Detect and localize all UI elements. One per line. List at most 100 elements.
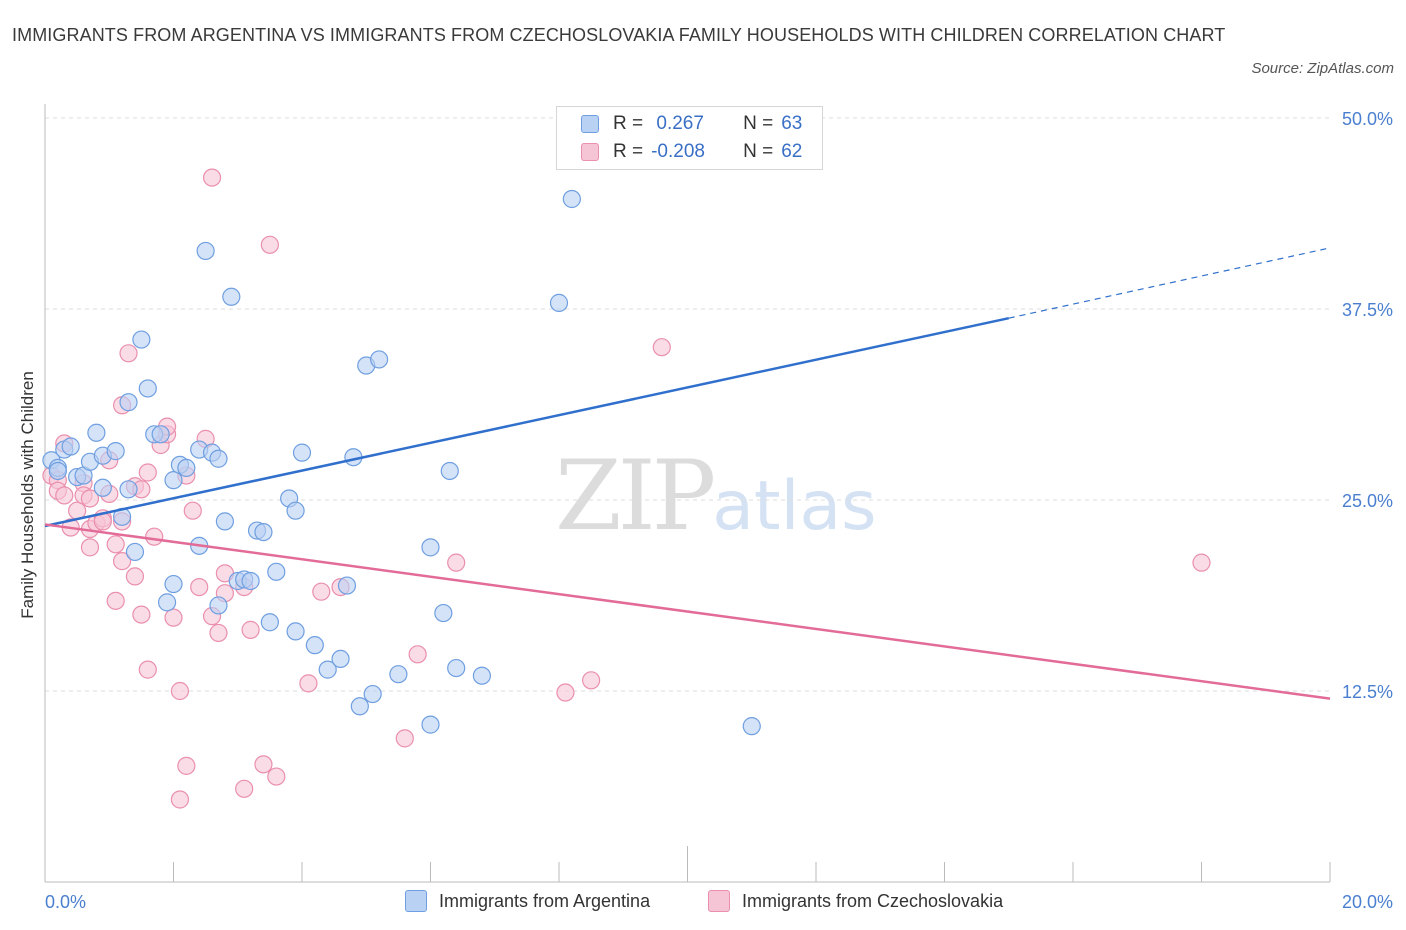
argentina-point: [440, 461, 459, 481]
argentina-trend-line: [44, 316, 1010, 528]
czechoslovakia-point: [80, 538, 100, 557]
argentina-point: [61, 437, 80, 456]
argentina-point: [138, 379, 157, 398]
czechoslovakia-point: [190, 577, 209, 597]
czechoslovakia-point: [1192, 553, 1211, 572]
czechoslovakia-point: [582, 671, 601, 690]
series-argentina-points: [42, 189, 761, 736]
czechoslovakia-point: [138, 660, 157, 679]
grid-lines: [45, 117, 1330, 692]
watermark: ZIPatlas: [555, 440, 877, 552]
czechoslovakia-point: [164, 608, 183, 627]
czechoslovakia-point: [267, 767, 286, 786]
czechoslovakia-point: [209, 623, 228, 643]
czechoslovakia-trend-line: [44, 523, 1331, 700]
legend-swatch-czechoslovakia: [581, 143, 599, 161]
czechoslovakia-point: [170, 681, 190, 701]
legend-n-value: 62: [781, 141, 803, 162]
y-tick-label: 25.0%: [1342, 491, 1393, 511]
legend-row-argentina: R = 0.267 N = 63: [581, 111, 802, 137]
chart-title: IMMIGRANTS FROM ARGENTINA VS IMMIGRANTS …: [12, 25, 1226, 45]
argentina-point: [196, 241, 215, 261]
czechoslovakia-point: [106, 535, 125, 554]
bottom-legend-swatch-argentina: [405, 890, 427, 912]
czechoslovakia-point: [145, 527, 164, 546]
argentina-point: [421, 538, 440, 557]
argentina-point: [337, 576, 357, 595]
watermark-atlas: atlas: [712, 467, 877, 546]
argentina-point: [125, 542, 145, 562]
argentina-point: [132, 330, 151, 349]
bottom-legend-swatch-czechoslovakia: [708, 890, 730, 912]
argentina-point: [151, 425, 170, 444]
legend-r-value: -0.208: [651, 141, 705, 162]
argentina-point: [106, 442, 125, 461]
argentina-point: [209, 449, 228, 468]
argentina-point: [222, 287, 241, 306]
x-tick-label: 0.0%: [45, 892, 86, 912]
argentina-point: [286, 622, 305, 641]
legend-n-label: N =: [743, 141, 774, 162]
source-note: Source: ZipAtlas.com: [1251, 60, 1394, 77]
argentina-point: [331, 649, 350, 669]
czechoslovakia-point: [202, 168, 222, 187]
argentina-point: [318, 660, 337, 679]
czechoslovakia-point: [299, 674, 318, 693]
czechoslovakia-point: [125, 567, 145, 586]
czechoslovakia-point: [55, 486, 74, 505]
argentina-point: [267, 562, 286, 581]
czechoslovakia-point: [447, 553, 466, 572]
legend-r-label: R =: [613, 113, 644, 134]
argentina-point: [119, 480, 138, 499]
argentina-point: [87, 423, 106, 442]
legend-r-value: 0.267: [651, 113, 704, 134]
czechoslovakia-point: [183, 501, 202, 520]
argentina-point: [260, 613, 279, 632]
czechoslovakia-point: [408, 645, 427, 664]
argentina-point: [286, 501, 305, 520]
czechoslovakia-point: [177, 756, 196, 775]
correlation-legend: R = 0.267 N = 63 R = -0.208 N = 62: [556, 106, 823, 170]
czechoslovakia-point: [241, 620, 260, 639]
legend-row-czechoslovakia: R = -0.208 N = 62: [581, 139, 802, 165]
czechoslovakia-point: [80, 489, 100, 508]
x-tick-label: 20.0%: [1342, 892, 1393, 912]
czechoslovakia-point: [138, 463, 157, 482]
y-tick-label: 50.0%: [1342, 109, 1393, 129]
argentina-point: [164, 574, 183, 594]
argentina-point: [93, 478, 112, 497]
argentina-point: [157, 593, 177, 612]
argentina-point: [434, 603, 453, 623]
argentina-point: [370, 350, 389, 369]
argentina-point: [177, 458, 196, 478]
bottom-legend-label-czechoslovakia: Immigrants from Czechoslovakia: [742, 890, 1004, 911]
argentina-point: [389, 665, 408, 684]
argentina-point: [305, 636, 324, 655]
argentina-point: [421, 715, 440, 734]
watermark-zip: ZIP: [555, 440, 716, 552]
czechoslovakia-point: [395, 729, 414, 748]
argentina-point: [209, 596, 228, 615]
czechoslovakia-point: [254, 755, 273, 774]
axes: [44, 104, 1331, 883]
czechoslovakia-point: [652, 338, 671, 357]
argentina-point: [119, 393, 138, 412]
argentina-point: [562, 189, 581, 209]
bottom-legend-czechoslovakia: Immigrants from Czechoslovakia: [708, 889, 1003, 913]
legend-n-value: 63: [781, 113, 803, 134]
czechoslovakia-point: [132, 605, 151, 624]
czechoslovakia-point: [119, 344, 138, 363]
argentina-point: [48, 461, 67, 481]
argentina-point: [292, 443, 312, 462]
argentina-trend-extension: [1008, 247, 1331, 319]
legend-n-label: N =: [743, 113, 774, 134]
argentina-point: [742, 717, 761, 736]
argentina-point: [164, 471, 183, 490]
legend-swatch-argentina: [581, 115, 599, 133]
czechoslovakia-point: [556, 683, 575, 702]
y-tick-label: 37.5%: [1342, 300, 1393, 320]
bottom-legend-label-argentina: Immigrants from Argentina: [439, 890, 651, 911]
trend-lines: [44, 247, 1331, 700]
argentina-point: [350, 697, 369, 716]
